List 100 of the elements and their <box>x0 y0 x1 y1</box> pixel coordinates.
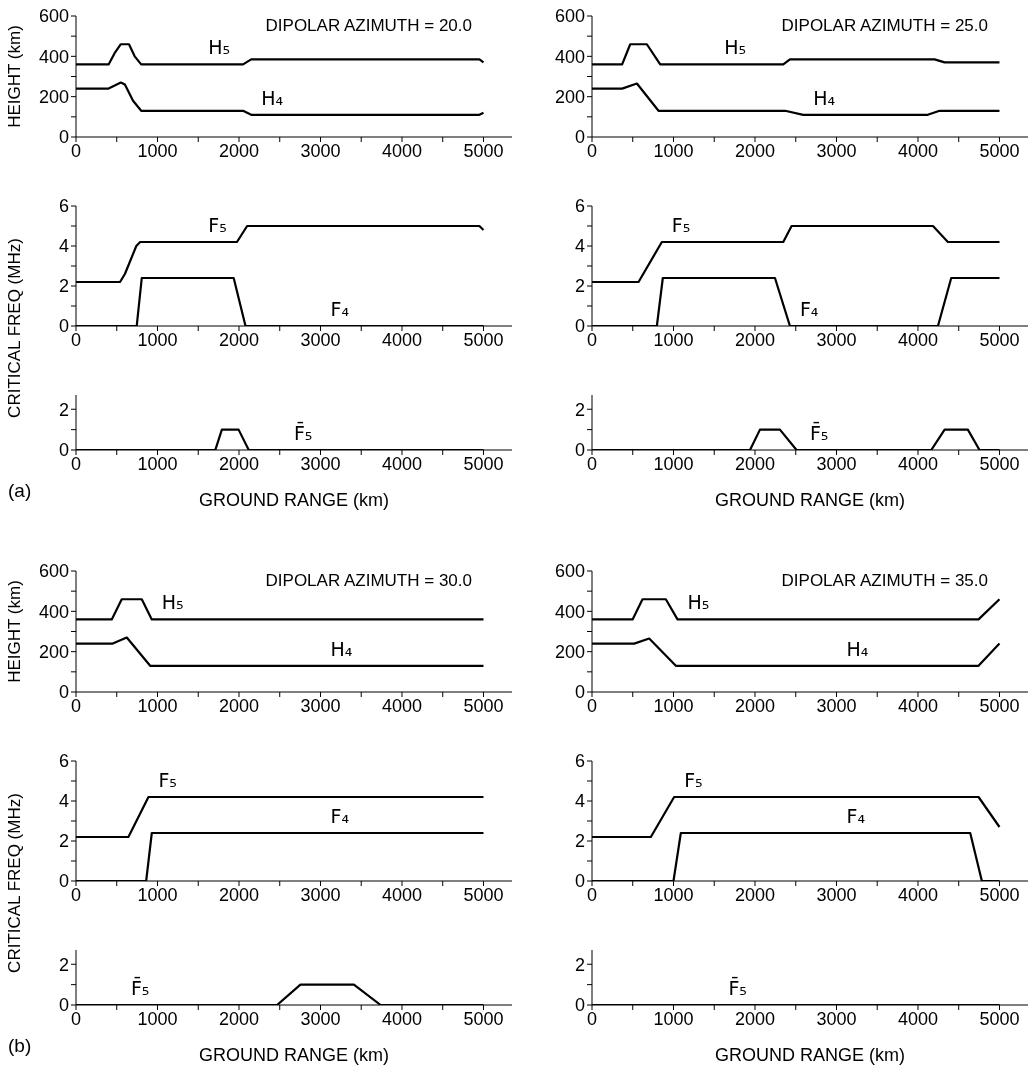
series-label: F̄₅ <box>728 975 747 999</box>
x-tick-label: 3000 <box>300 140 341 161</box>
x-tick-label: 4000 <box>381 695 422 716</box>
x-tick-label: 2000 <box>734 453 776 474</box>
y-tick-label: 0 <box>58 871 69 892</box>
x-tick-label: 2000 <box>218 329 260 350</box>
x-tick-label: 3000 <box>300 329 341 350</box>
series-label: F₅ <box>671 214 691 236</box>
x-axis-title: GROUND RANGE (km) <box>715 490 905 510</box>
x-tick-label: 4000 <box>381 140 422 161</box>
x-tick-label: 5000 <box>463 329 504 350</box>
y-tick-label: 2 <box>574 831 585 852</box>
x-tick-label: 5000 <box>979 140 1020 161</box>
series-label: H₄ <box>813 86 836 109</box>
x-tick-label: 1000 <box>653 453 694 474</box>
series-label: F₄ <box>799 298 819 320</box>
x-tick-label: 4000 <box>897 884 938 905</box>
series-label: H₅ <box>161 591 184 614</box>
x-tick-label: 5000 <box>463 884 504 905</box>
x-tick-label: 4000 <box>897 1008 938 1029</box>
x-axis-title: GROUND RANGE (km) <box>199 1045 389 1065</box>
x-tick-label: 4000 <box>381 1008 422 1029</box>
x-tick-label: 3000 <box>300 1008 341 1029</box>
x-tick-label: 1000 <box>653 329 694 350</box>
y-tick-label: 2 <box>574 276 585 297</box>
y-tick-label: 2 <box>58 831 69 852</box>
x-tick-label: 5000 <box>463 695 504 716</box>
x-tick-label: 4000 <box>897 453 938 474</box>
x-tick-label: 1000 <box>137 329 178 350</box>
y-tick-label: 600 <box>554 561 585 582</box>
series-label: F₄ <box>846 805 866 827</box>
series-label: F₄ <box>330 298 350 320</box>
y-tick-label: 600 <box>554 6 585 27</box>
x-tick-label: 1000 <box>653 695 694 716</box>
series-label: F₅ <box>208 214 227 236</box>
series-label: H₅ <box>208 36 231 59</box>
x-tick-label: 3000 <box>816 695 857 716</box>
x-tick-label: 2000 <box>218 884 260 905</box>
series-label: H₅ <box>724 36 747 59</box>
x-axis-title: GROUND RANGE (km) <box>199 490 389 510</box>
series-label: F̄₅ <box>293 420 313 444</box>
x-tick-label: 5000 <box>979 884 1020 905</box>
x-tick-label: 1000 <box>137 695 178 716</box>
x-tick-label: 4000 <box>381 884 422 905</box>
x-tick-label: 3000 <box>300 453 341 474</box>
y-tick-label: 400 <box>554 601 585 622</box>
x-tick-label: 4000 <box>381 329 422 350</box>
x-tick-label: 2000 <box>218 1008 260 1029</box>
series-label: H₄ <box>261 86 284 109</box>
y-tick-label: 0 <box>58 682 69 703</box>
x-tick-label: 3000 <box>816 453 857 474</box>
x-tick-label: 4000 <box>897 329 938 350</box>
y-axis-title: CRITICAL FREQ (MHz) <box>4 793 24 973</box>
y-tick-label: 2 <box>58 954 69 975</box>
y-tick-label: 4 <box>574 236 585 257</box>
y-tick-label: 600 <box>38 6 69 27</box>
x-tick-label: 1000 <box>137 453 178 474</box>
y-tick-label: 0 <box>574 995 585 1016</box>
x-tick-label: 5000 <box>979 1008 1020 1029</box>
x-tick-label: 2000 <box>218 140 260 161</box>
series-label: H₅ <box>687 591 710 614</box>
series-label: H₄ <box>330 637 353 660</box>
y-tick-label: 0 <box>58 316 69 337</box>
y-tick-label: 4 <box>58 236 69 257</box>
x-tick-label: 2000 <box>734 884 776 905</box>
x-tick-label: 3000 <box>300 884 341 905</box>
chart-title: DIPOLAR AZIMUTH = 25.0 <box>781 16 988 36</box>
y-tick-label: 2 <box>58 399 69 420</box>
x-tick-label: 3000 <box>300 695 341 716</box>
x-tick-label: 1000 <box>653 140 694 161</box>
y-tick-label: 0 <box>58 440 69 461</box>
series-label: F₄ <box>330 805 350 827</box>
text: (a) <box>8 480 32 502</box>
x-tick-label: 3000 <box>816 884 857 905</box>
x-tick-label: 2000 <box>218 695 260 716</box>
chart-title: DIPOLAR AZIMUTH = 20.0 <box>265 16 472 36</box>
y-tick-label: 0 <box>574 871 585 892</box>
y-tick-label: 0 <box>574 316 585 337</box>
series-label: H₄ <box>846 637 869 660</box>
x-tick-label: 5000 <box>463 1008 504 1029</box>
chart-title: DIPOLAR AZIMUTH = 35.0 <box>781 571 988 591</box>
x-tick-label: 1000 <box>137 1008 178 1029</box>
x-tick-label: 5000 <box>463 140 504 161</box>
x-tick-label: 5000 <box>979 453 1020 474</box>
y-axis-title: HEIGHT (km) <box>4 580 24 683</box>
y-tick-label: 2 <box>574 399 585 420</box>
y-axis-title: HEIGHT (km) <box>4 25 24 128</box>
x-tick-label: 3000 <box>816 329 857 350</box>
y-tick-label: 2 <box>58 276 69 297</box>
y-tick-label: 200 <box>554 87 585 108</box>
x-tick-label: 4000 <box>897 140 938 161</box>
y-tick-label: 400 <box>554 46 585 67</box>
y-tick-label: 200 <box>38 87 69 108</box>
y-tick-label: 200 <box>554 642 585 663</box>
x-tick-label: 1000 <box>653 884 694 905</box>
x-tick-label: 1000 <box>653 1008 694 1029</box>
y-tick-label: 0 <box>58 127 69 148</box>
y-tick-label: 0 <box>574 127 585 148</box>
x-tick-label: 2000 <box>734 695 776 716</box>
x-tick-label: 2000 <box>734 1008 776 1029</box>
